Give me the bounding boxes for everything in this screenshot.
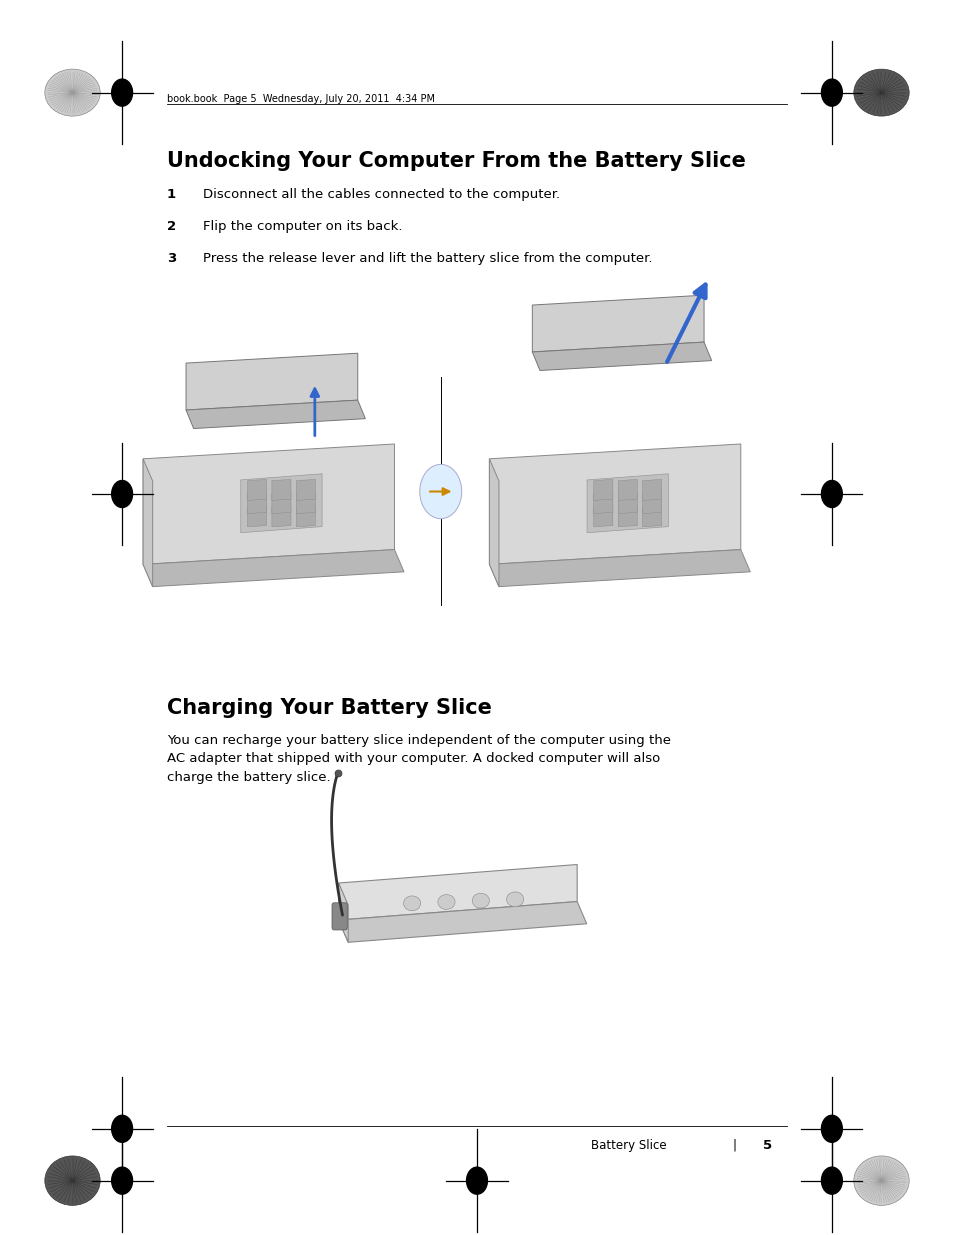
Polygon shape	[272, 493, 291, 514]
Polygon shape	[296, 506, 315, 527]
Polygon shape	[489, 550, 750, 587]
Text: 2: 2	[167, 220, 176, 233]
Text: Charging Your Battery Slice: Charging Your Battery Slice	[167, 698, 492, 718]
Polygon shape	[532, 295, 703, 352]
Polygon shape	[489, 459, 498, 587]
Polygon shape	[489, 445, 740, 564]
Text: 5: 5	[762, 1139, 772, 1152]
Text: |: |	[732, 1139, 736, 1152]
Polygon shape	[186, 353, 357, 410]
Polygon shape	[593, 479, 612, 500]
Polygon shape	[642, 493, 661, 514]
Polygon shape	[272, 506, 291, 527]
Polygon shape	[186, 400, 365, 429]
Polygon shape	[247, 479, 266, 500]
Circle shape	[419, 464, 461, 519]
Polygon shape	[338, 864, 577, 920]
Polygon shape	[247, 493, 266, 514]
Text: book.book  Page 5  Wednesday, July 20, 2011  4:34 PM: book.book Page 5 Wednesday, July 20, 201…	[167, 94, 435, 104]
Polygon shape	[240, 474, 322, 532]
Circle shape	[112, 480, 132, 508]
Polygon shape	[143, 459, 152, 587]
Text: Disconnect all the cables connected to the computer.: Disconnect all the cables connected to t…	[203, 188, 559, 201]
Polygon shape	[338, 902, 586, 942]
Polygon shape	[618, 506, 637, 527]
Ellipse shape	[853, 69, 908, 116]
Circle shape	[821, 1167, 841, 1194]
Circle shape	[112, 1167, 132, 1194]
Ellipse shape	[403, 895, 420, 910]
Circle shape	[821, 79, 841, 106]
FancyBboxPatch shape	[332, 903, 347, 930]
Polygon shape	[296, 479, 315, 500]
Ellipse shape	[45, 1156, 100, 1205]
Polygon shape	[593, 506, 612, 527]
Polygon shape	[247, 506, 266, 527]
Polygon shape	[143, 550, 404, 587]
Polygon shape	[618, 479, 637, 500]
Text: Battery Slice: Battery Slice	[591, 1139, 666, 1152]
Polygon shape	[272, 479, 291, 500]
Polygon shape	[338, 883, 348, 942]
Polygon shape	[296, 493, 315, 514]
Ellipse shape	[437, 894, 455, 909]
Text: Undocking Your Computer From the Battery Slice: Undocking Your Computer From the Battery…	[167, 151, 745, 170]
Polygon shape	[532, 342, 711, 370]
Polygon shape	[586, 474, 668, 532]
Circle shape	[821, 1115, 841, 1142]
Text: Press the release lever and lift the battery slice from the computer.: Press the release lever and lift the bat…	[203, 252, 652, 266]
Circle shape	[466, 1167, 487, 1194]
Ellipse shape	[45, 69, 100, 116]
Polygon shape	[642, 479, 661, 500]
Circle shape	[821, 480, 841, 508]
Polygon shape	[593, 493, 612, 514]
Circle shape	[112, 79, 132, 106]
Text: 1: 1	[167, 188, 176, 201]
Polygon shape	[618, 493, 637, 514]
Ellipse shape	[506, 892, 523, 906]
Polygon shape	[143, 445, 394, 564]
Ellipse shape	[853, 1156, 908, 1205]
Text: 3: 3	[167, 252, 176, 266]
Ellipse shape	[472, 893, 489, 908]
Text: Flip the computer on its back.: Flip the computer on its back.	[203, 220, 402, 233]
Text: You can recharge your battery slice independent of the computer using the
AC ada: You can recharge your battery slice inde…	[167, 734, 670, 783]
Polygon shape	[642, 506, 661, 527]
Circle shape	[112, 1115, 132, 1142]
